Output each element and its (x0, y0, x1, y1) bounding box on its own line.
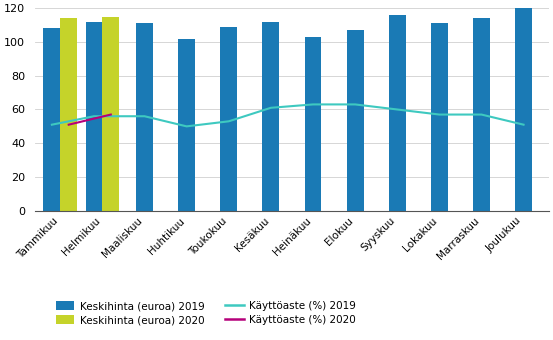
Legend: Keskihinta (euroa) 2019, Keskihinta (euroa) 2020, Käyttöaste (%) 2019, Käyttöast: Keskihinta (euroa) 2019, Keskihinta (eur… (56, 301, 356, 325)
Bar (86, 22, 102, 211)
Bar (263, 22, 279, 211)
Bar (220, 27, 237, 211)
Bar (515, 8, 532, 211)
Bar (60, 18, 77, 211)
Bar (136, 23, 153, 211)
Bar (473, 18, 490, 211)
Bar (102, 17, 119, 211)
Bar (431, 23, 448, 211)
Bar (178, 38, 195, 211)
Bar (305, 37, 321, 211)
Bar (347, 30, 363, 211)
Bar (389, 15, 406, 211)
Bar (44, 29, 60, 211)
